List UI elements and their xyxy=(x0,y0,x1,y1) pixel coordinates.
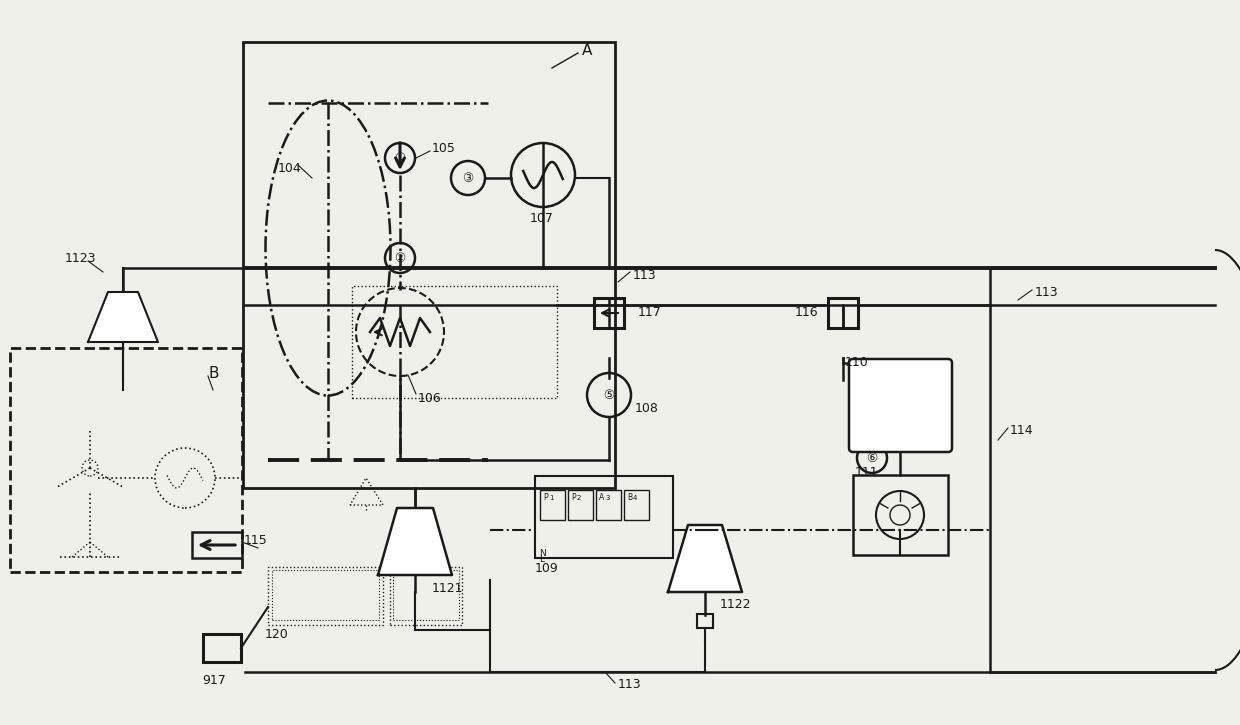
Text: 109: 109 xyxy=(534,561,559,574)
Text: 117: 117 xyxy=(639,305,662,318)
Text: 108: 108 xyxy=(635,402,658,415)
Bar xyxy=(853,475,949,555)
Polygon shape xyxy=(88,292,157,342)
Bar xyxy=(192,532,242,558)
Text: 1: 1 xyxy=(549,495,553,501)
Polygon shape xyxy=(378,508,453,575)
Bar xyxy=(596,490,621,520)
Bar xyxy=(10,348,242,572)
Bar xyxy=(393,570,459,620)
Text: ①: ① xyxy=(394,152,405,165)
Bar xyxy=(243,42,615,488)
Text: P: P xyxy=(543,494,548,502)
Text: 110: 110 xyxy=(844,355,869,368)
Text: 113: 113 xyxy=(1035,286,1059,299)
Bar xyxy=(697,614,713,628)
Text: ⑥: ⑥ xyxy=(867,452,878,465)
Text: 1122: 1122 xyxy=(720,599,751,611)
Text: 120: 120 xyxy=(265,629,289,642)
Text: 105: 105 xyxy=(432,141,456,154)
Bar xyxy=(268,567,383,625)
Text: 106: 106 xyxy=(418,392,441,405)
Bar xyxy=(624,490,649,520)
Text: 4: 4 xyxy=(632,495,637,501)
Bar xyxy=(594,298,624,328)
Text: 115: 115 xyxy=(244,534,268,547)
Text: N: N xyxy=(539,549,546,558)
Text: 2: 2 xyxy=(577,495,582,501)
Text: 116: 116 xyxy=(795,305,818,318)
Polygon shape xyxy=(668,525,742,592)
Bar xyxy=(272,570,379,620)
Bar xyxy=(828,298,858,328)
Text: L: L xyxy=(539,555,544,565)
Text: 3: 3 xyxy=(605,495,610,501)
Text: 114: 114 xyxy=(1011,423,1034,436)
Text: P: P xyxy=(570,494,575,502)
Text: ③: ③ xyxy=(463,172,474,184)
Text: 113: 113 xyxy=(632,268,657,281)
Text: B: B xyxy=(208,365,218,381)
Bar xyxy=(391,567,463,625)
Text: ②: ② xyxy=(394,252,405,265)
Text: A: A xyxy=(582,43,593,57)
Bar xyxy=(568,490,593,520)
Text: A: A xyxy=(599,494,604,502)
Text: B: B xyxy=(627,494,632,502)
Bar xyxy=(203,634,241,662)
Bar xyxy=(539,490,565,520)
Text: 1121: 1121 xyxy=(432,581,464,594)
Text: 113: 113 xyxy=(618,679,641,692)
Text: 917: 917 xyxy=(202,674,226,687)
Text: 107: 107 xyxy=(529,212,554,225)
Text: 111: 111 xyxy=(856,465,879,478)
Bar xyxy=(352,286,557,398)
Text: 104: 104 xyxy=(278,162,301,175)
Text: ⑤: ⑤ xyxy=(604,389,615,402)
FancyBboxPatch shape xyxy=(849,359,952,452)
Text: 1123: 1123 xyxy=(64,252,97,265)
Bar xyxy=(534,476,673,558)
